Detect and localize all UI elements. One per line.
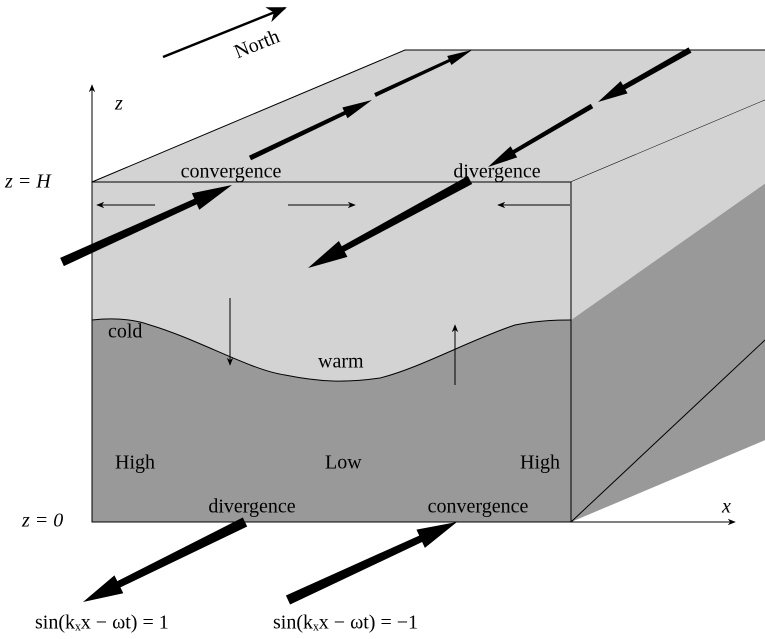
z-axis-label: z (114, 93, 123, 115)
wind-arrow (286, 522, 457, 605)
interface-label: warm (318, 351, 364, 373)
interface-label: cold (108, 321, 142, 343)
x-axis-label: x (721, 496, 731, 518)
pressure-label: High (520, 452, 560, 474)
bottom-label: convergence (428, 496, 529, 518)
surface-label: convergence (181, 161, 282, 183)
bottom-level-label: z = 0 (21, 510, 63, 532)
pressure-label: Low (325, 452, 362, 474)
bottom-label: divergence (208, 496, 295, 518)
surface-label: divergence (453, 161, 540, 183)
phase-label: sin(kₓx − ωt) = 1 (35, 612, 169, 634)
top-level-label: z = H (4, 171, 52, 193)
wind-arrow (83, 518, 247, 602)
phase-label: sin(kₓx − ωt) = −1 (273, 612, 418, 634)
north-label: North (231, 25, 283, 63)
diagram: North z x z = H z = 0 convergence diverg… (0, 0, 765, 639)
pressure-label: High (115, 452, 155, 474)
